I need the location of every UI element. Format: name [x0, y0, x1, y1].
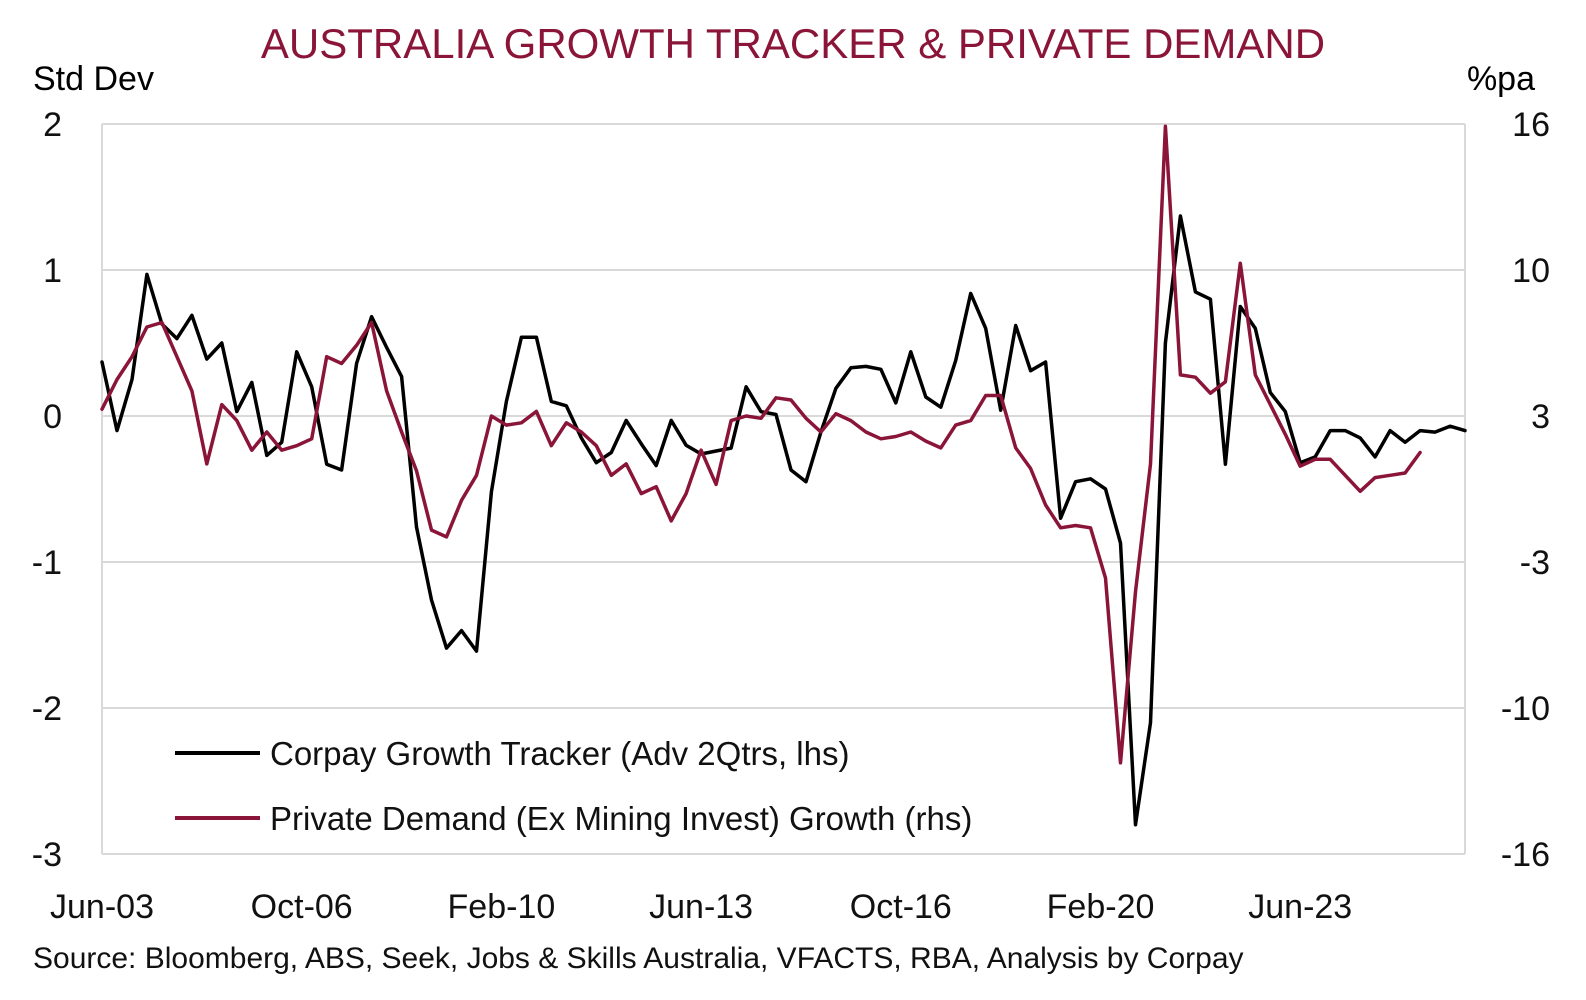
series-lines [100, 124, 1467, 827]
left-tick-label: -1 [32, 544, 62, 582]
left-tick-label: 2 [43, 106, 62, 144]
x-tick-label: Feb-20 [1047, 888, 1155, 926]
right-tick-label: 3 [1531, 398, 1550, 436]
left-tick-label: -3 [32, 836, 62, 874]
source-note: Source: Bloomberg, ABS, Seek, Jobs & Ski… [33, 942, 1244, 975]
right-tick-label: -16 [1501, 836, 1550, 874]
right-tick-label: -10 [1501, 690, 1550, 728]
left-axis-ticks: 2 1 0 -1 -2 -3 [32, 106, 62, 874]
left-tick-label: 1 [43, 252, 62, 290]
x-tick-label: Jun-23 [1248, 888, 1352, 926]
right-axis-label: %pa [1467, 60, 1535, 98]
right-axis-ticks: 16 10 3 -3 -10 -16 [1501, 106, 1550, 874]
right-tick-label: -3 [1520, 544, 1550, 582]
x-tick-label: Jun-13 [649, 888, 753, 926]
left-axis-label: Std Dev [33, 60, 154, 98]
x-tick-label: Jun-03 [50, 888, 154, 926]
chart-title: AUSTRALIA GROWTH TRACKER & PRIVATE DEMAN… [261, 20, 1325, 67]
left-tick-label: -2 [32, 690, 62, 728]
series-line-tracker [100, 214, 1467, 827]
x-tick-label: Oct-06 [251, 888, 353, 926]
right-tick-label: 10 [1512, 252, 1550, 290]
legend: Corpay Growth Tracker (Adv 2Qtrs, lhs) P… [175, 735, 972, 837]
right-tick-label: 16 [1512, 106, 1550, 144]
legend-label-demand: Private Demand (Ex Mining Invest) Growth… [270, 800, 972, 837]
series-line-demand [100, 124, 1422, 765]
x-tick-label: Oct-16 [850, 888, 952, 926]
gridlines [101, 123, 1466, 855]
x-tick-label: Feb-10 [448, 888, 556, 926]
x-axis-ticks: Jun-03 Oct-06 Feb-10 Jun-13 Oct-16 Feb-20 Jun-… [50, 888, 1352, 926]
left-tick-label: 0 [43, 398, 62, 436]
legend-label-tracker: Corpay Growth Tracker (Adv 2Qtrs, lhs) [270, 735, 849, 772]
